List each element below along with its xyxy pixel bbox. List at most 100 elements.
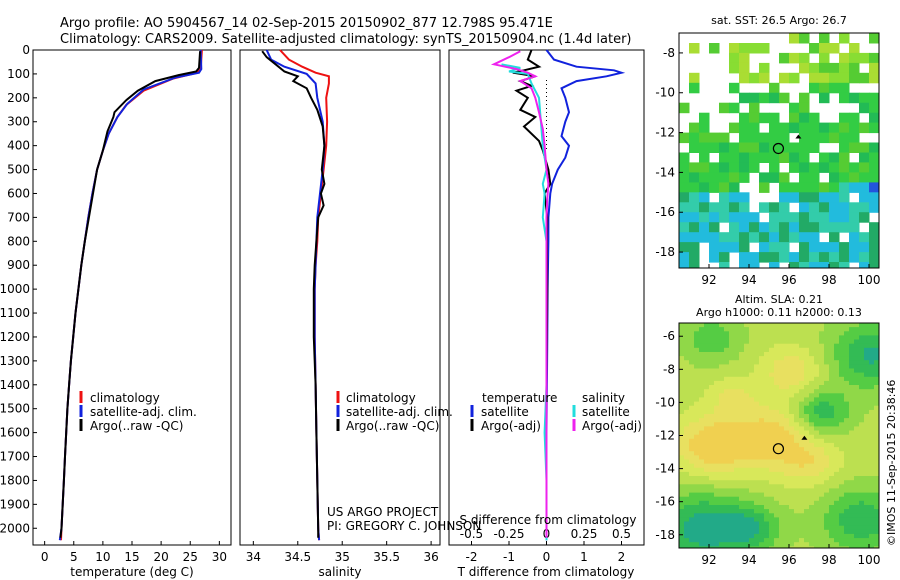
sla-cell (824, 360, 830, 365)
sla-cell (794, 380, 800, 386)
sla-cell (779, 488, 785, 493)
sst-cell (829, 43, 840, 54)
sla-cell (699, 380, 705, 386)
sst-cell (819, 202, 830, 213)
sst-cell (719, 242, 730, 253)
sla-cell (864, 517, 870, 522)
sla-cell (789, 356, 795, 361)
sla-cell (819, 352, 825, 357)
sla-cell (789, 525, 795, 531)
sla-cell (824, 372, 830, 378)
sst-cell (859, 262, 870, 268)
sla-cell (684, 339, 690, 345)
sla-cell (799, 505, 805, 510)
sla-cell (839, 385, 845, 390)
sla-cell (714, 430, 720, 436)
sla-cell (854, 372, 860, 378)
sla-cell (729, 347, 735, 353)
x-tick-label: 34.5 (284, 550, 311, 564)
sla-cell (729, 414, 735, 419)
sst-cell (839, 182, 850, 193)
sla-cell (864, 538, 870, 543)
sla-cell (819, 372, 825, 378)
sst-cell (739, 202, 750, 213)
sla-cell (794, 484, 800, 489)
sla-cell (754, 426, 760, 431)
sla-cell (749, 546, 755, 548)
sla-cell (859, 360, 865, 365)
sst-cell (819, 43, 830, 54)
sst-cell (799, 102, 810, 114)
sla-cell (694, 521, 700, 527)
sla-cell (799, 422, 805, 427)
sla-cell (694, 471, 700, 477)
sla-cell (679, 372, 685, 378)
sla-cell (839, 426, 845, 431)
sla-cell (749, 352, 755, 357)
sla-cell (784, 484, 790, 489)
sla-cell (699, 385, 705, 390)
sla-cell (789, 538, 795, 543)
sla-cell (754, 356, 760, 361)
sla-cell (724, 360, 730, 365)
sla-cell (694, 500, 700, 506)
y-tick-label: 1600 (0, 426, 30, 440)
sla-cell (814, 505, 820, 510)
sla-cell (759, 422, 765, 427)
sla-cell (819, 463, 825, 469)
sla-cell (684, 368, 690, 374)
sla-cell (714, 434, 720, 440)
sla-cell (684, 347, 690, 353)
sla-cell (839, 525, 845, 531)
y-tick-label: 600 (7, 186, 30, 200)
sla-cell (814, 376, 820, 382)
sla-cell (784, 538, 790, 543)
sla-cell (824, 323, 830, 328)
sla-cell (749, 480, 755, 485)
sla-cell (809, 343, 815, 349)
sla-cell (689, 467, 695, 473)
sla-cell (679, 471, 685, 477)
sla-cell (759, 418, 765, 423)
sla-cell (729, 492, 735, 498)
s-tick-label: 0.5 (612, 527, 631, 541)
sla-cell (714, 500, 720, 506)
sla-cell (724, 339, 730, 345)
sla-cell (844, 455, 850, 460)
sla-cell (824, 442, 830, 448)
sst-map-cells (679, 33, 879, 268)
sla-cell (774, 405, 780, 411)
sla-cell (699, 389, 705, 394)
sst-cell (759, 172, 770, 183)
sla-cell (829, 509, 835, 514)
sla-cell (714, 339, 720, 345)
sla-cell (869, 496, 875, 502)
sla-cell (869, 385, 875, 390)
sla-cell (804, 546, 810, 548)
sla-cell (694, 496, 700, 502)
sla-cell (744, 397, 750, 402)
sla-cell (764, 538, 770, 543)
legend-label-t-satellite: satellite (481, 405, 529, 419)
sla-cell (689, 405, 695, 411)
sst-cell (689, 172, 700, 183)
sla-cell (734, 422, 740, 427)
sla-cell (864, 459, 870, 465)
sla-cell (834, 442, 840, 448)
sla-cell (684, 509, 690, 514)
sla-cell (754, 347, 760, 353)
sla-cell (804, 430, 810, 436)
sst-cell (849, 92, 860, 104)
sla-cell (769, 327, 775, 332)
sla-cell (724, 376, 730, 382)
sla-cell (704, 422, 710, 427)
sla-cell (769, 546, 775, 548)
sla-cell (869, 500, 875, 506)
sla-cell (769, 393, 775, 398)
x-tick-label: 2 (618, 550, 626, 564)
sla-cell (844, 335, 850, 340)
sla-cell (809, 529, 815, 535)
sst-cell (699, 212, 710, 223)
sla-cell (719, 343, 725, 349)
sla-cell (809, 389, 815, 394)
